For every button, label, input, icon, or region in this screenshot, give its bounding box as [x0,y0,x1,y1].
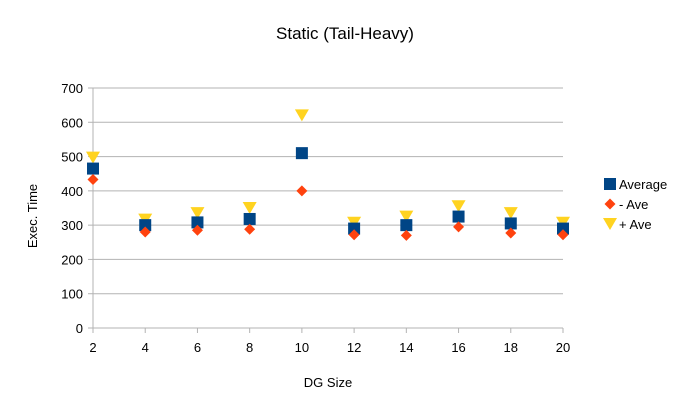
y-tick-label: 600 [61,115,83,130]
minus-ave-point [505,227,517,239]
average-point [139,219,152,232]
plus-ave-point [242,202,257,214]
minus-ave-point [400,229,412,241]
x-tick-label: 8 [246,340,253,355]
x-tick-label: 2 [89,340,96,355]
chart-title: Static (Tail-Heavy) [276,24,414,43]
legend-marker [604,198,616,210]
plus-ave-point [399,210,414,223]
average-point [452,210,465,223]
minus-ave-point [296,185,308,197]
plus-ave-point [503,207,518,220]
minus-ave-point [191,224,203,236]
legend-label: Average [619,177,667,192]
x-tick-label: 18 [504,340,518,355]
data-points [86,109,570,241]
x-tick-label: 6 [194,340,201,355]
average-point [295,147,308,160]
average-point [348,222,361,235]
average-point [87,162,99,175]
x-axis-label: DG Size [304,375,352,390]
x-tick-label: 20 [556,340,570,355]
plus-ave-point [190,207,205,220]
legend: Average - Ave + Ave [603,177,667,232]
axes [88,87,564,333]
y-axis-label: Exec. Time [25,184,40,248]
gridlines [93,87,563,295]
x-tick-label: 10 [295,340,309,355]
y-tick-label: 0 [76,321,83,336]
x-tick-label: 4 [142,340,149,355]
plus-ave-point [294,109,309,122]
y-tick-label: 100 [61,287,83,302]
x-tick-label: 16 [451,340,465,355]
average-point [191,216,204,229]
minus-ave-point [244,223,256,235]
average-point [243,212,256,225]
x-tick-label: 14 [399,340,413,355]
x-tick-label: 12 [347,340,361,355]
minus-ave-point [557,229,569,241]
y-tick-label: 700 [61,81,83,96]
y-tick-label: 300 [61,218,83,233]
y-tick-labels: 0 100 200 300 400 500 600 700 [61,81,83,336]
average-point [400,219,413,232]
average-point [504,217,517,230]
legend-label: - Ave [619,197,648,212]
x-tick-labels: 2 4 6 8 10 12 14 16 18 20 [89,340,570,355]
minus-ave-point [87,174,99,186]
y-tick-label: 400 [61,184,83,199]
plus-ave-point [451,200,466,213]
legend-marker [603,218,617,230]
legend-marker [604,178,616,190]
average-point [557,222,569,235]
minus-ave-point [139,226,151,238]
minus-ave-point [453,221,465,233]
y-tick-label: 500 [61,150,83,165]
legend-label: + Ave [619,217,652,232]
y-tick-label: 200 [61,252,83,267]
minus-ave-point [348,229,360,241]
plus-ave-point [86,151,100,164]
